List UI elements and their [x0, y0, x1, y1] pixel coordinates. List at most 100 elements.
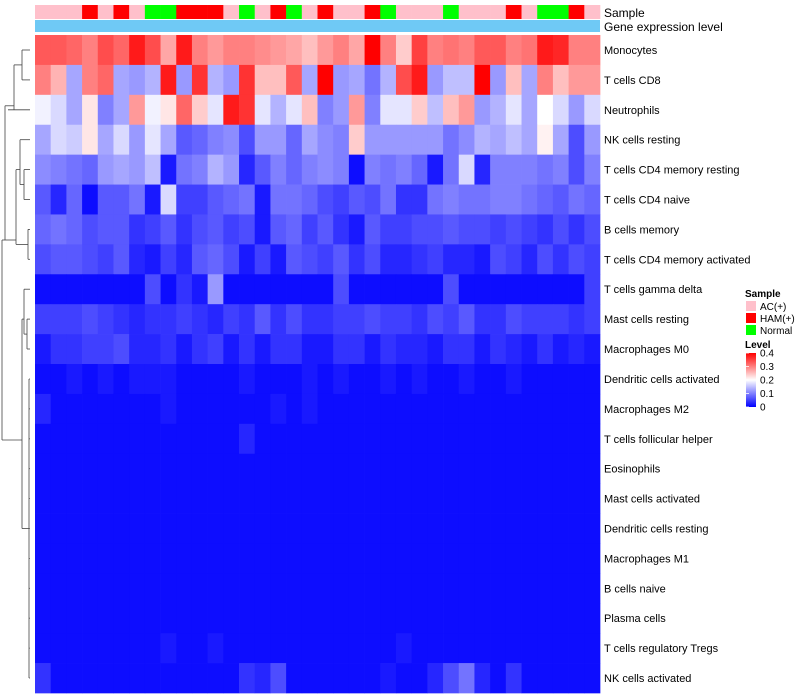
heatmap-cell [113, 124, 130, 155]
heatmap-cell [348, 244, 365, 275]
heatmap-cell [568, 633, 585, 664]
heatmap-cell [223, 154, 240, 185]
heatmap-cell [474, 304, 491, 335]
heatmap-cell [144, 274, 161, 305]
row-label: Macrophages M0 [604, 344, 689, 356]
heatmap-cell [254, 64, 271, 96]
heatmap-cell [191, 663, 208, 694]
heatmap-cell [458, 423, 475, 455]
heatmap-cell [254, 35, 271, 66]
heatmap-cell [97, 453, 114, 484]
heatmap-cell [66, 453, 83, 484]
heatmap-cell [427, 483, 444, 514]
heatmap-cell [144, 154, 161, 185]
heatmap-cell [490, 393, 507, 425]
heatmap-cell [97, 274, 114, 305]
heatmap-cell [50, 423, 67, 455]
heatmap-cell [160, 543, 177, 574]
heatmap-cell [505, 483, 522, 514]
heatmap-cell [160, 274, 177, 305]
heatmap-cell [191, 453, 208, 484]
heatmap-cell [568, 214, 585, 245]
heatmap-cell [82, 663, 99, 694]
heatmap-cell [191, 94, 208, 126]
heatmap-cell [505, 334, 522, 365]
heatmap-cell [113, 633, 130, 664]
heatmap-cell [176, 124, 193, 155]
heatmap-cell [176, 274, 193, 305]
heatmap-cell [490, 274, 507, 305]
heatmap-cell [113, 244, 130, 275]
heatmap-cell [113, 663, 130, 694]
heatmap-cell [458, 184, 475, 215]
row-label: Eosinophils [604, 464, 661, 476]
heatmap-cell [317, 364, 334, 395]
heatmap-cell [144, 334, 161, 365]
heatmap-cell [223, 423, 240, 455]
heatmap-cell [160, 663, 177, 694]
heatmap-cell [176, 393, 193, 425]
heatmap-cell [35, 573, 52, 604]
heatmap-cell [411, 663, 428, 694]
heatmap-cell [568, 184, 585, 215]
heatmap-cell [254, 393, 271, 425]
heatmap-cell [380, 513, 397, 544]
heatmap-cell [537, 573, 554, 604]
heatmap-cell [505, 94, 522, 126]
heatmap-cell [395, 334, 413, 365]
heatmap-cell [380, 483, 397, 514]
heatmap-cell [395, 304, 413, 335]
heatmap-cell [521, 35, 538, 66]
heatmap-cell [223, 334, 240, 365]
heatmap-cell [176, 364, 193, 395]
heatmap-cell [239, 423, 256, 455]
heatmap-cell [411, 453, 428, 484]
heatmap-cell [552, 364, 569, 395]
heatmap-cell [207, 573, 224, 604]
heatmap-cell [223, 543, 240, 574]
heatmap-cell [97, 364, 114, 395]
heatmap-cell [254, 244, 271, 275]
heatmap-cell [380, 124, 397, 155]
heatmap-cell [239, 393, 256, 425]
heatmap-cell [223, 94, 240, 126]
heatmap-cell [207, 35, 224, 66]
heatmap-cell [458, 214, 475, 245]
heatmap-cell [395, 184, 413, 215]
heatmap-cell [348, 214, 365, 245]
heatmap-cell [129, 334, 146, 365]
heatmap-cell [521, 393, 538, 425]
heatmap-cell [239, 124, 256, 155]
row-label: Mast cells activated [604, 494, 700, 506]
heatmap-cell [568, 154, 585, 185]
heatmap-cell [552, 393, 569, 425]
heatmap-cell [176, 483, 193, 514]
heatmap-cell [411, 423, 428, 455]
heatmap-cell [35, 184, 52, 215]
heatmap-cell [505, 603, 522, 634]
heatmap-cell [348, 94, 365, 126]
heatmap-cell [380, 35, 397, 66]
heatmap-cell [333, 663, 350, 694]
sample-annotation-cell [364, 5, 381, 19]
heatmap-cell [552, 124, 569, 155]
heatmap-cell [584, 543, 601, 574]
heatmap-cell [411, 214, 428, 245]
heatmap-cell [568, 124, 585, 155]
heatmap-cell [474, 244, 491, 275]
row-label: T cells CD4 naive [604, 195, 690, 207]
heatmap-cell [458, 94, 475, 126]
heatmap-cell [207, 483, 224, 514]
heatmap-cell [270, 364, 287, 395]
heatmap-cell [427, 184, 444, 215]
heatmap-cell [97, 184, 114, 215]
legend-swatch [746, 313, 756, 323]
heatmap-cell [66, 94, 83, 126]
heatmap-cell [144, 633, 161, 664]
heatmap-cell [537, 214, 554, 245]
heatmap-cell [333, 364, 350, 395]
heatmap-cell [207, 154, 224, 185]
heatmap-cell [584, 364, 601, 395]
heatmap-cell [458, 513, 475, 544]
heatmap-cell [66, 154, 83, 185]
